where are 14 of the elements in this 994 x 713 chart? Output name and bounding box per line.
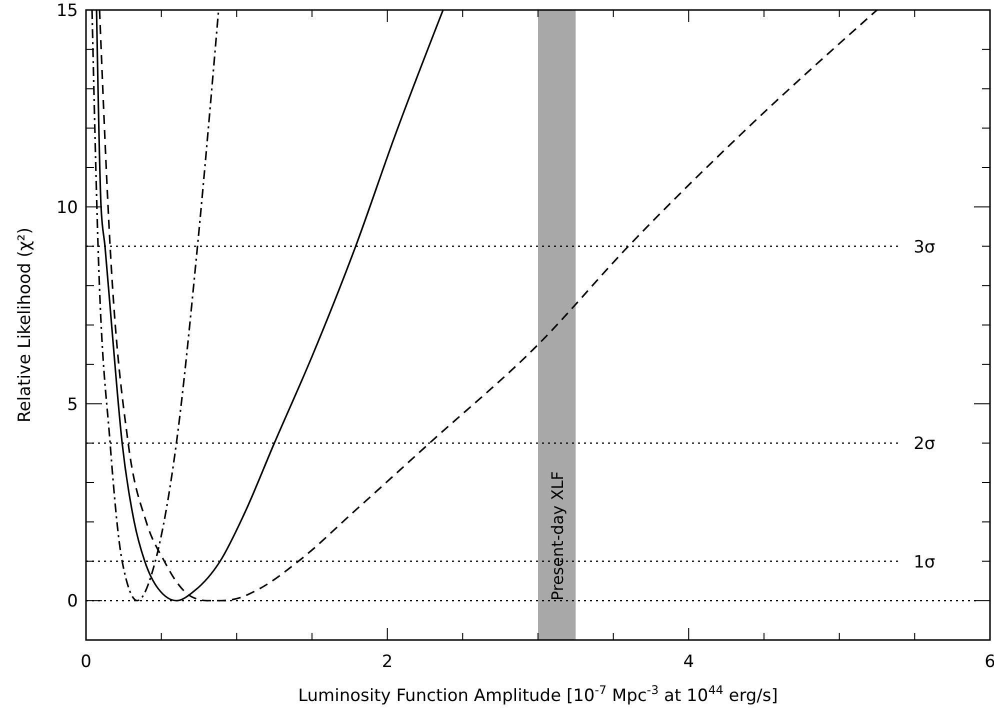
ref-line-label: 3σ <box>914 237 936 258</box>
band-label: Present-day XLF <box>548 471 567 601</box>
x-tick-label: 4 <box>683 652 694 672</box>
ref-line-label: 2σ <box>914 434 936 454</box>
y-tick-label: 15 <box>56 1 78 21</box>
y-tick-label: 0 <box>67 592 78 612</box>
x-tick-label: 2 <box>382 652 393 672</box>
x-tick-label: 6 <box>984 652 994 672</box>
x-axis-title: Luminosity Function Amplitude [10$^{-7}$ Mpc$^{-3}$ at 10$^{44}$ erg/s] <box>298 683 778 706</box>
y-tick-label: 5 <box>67 394 78 415</box>
y-tick-label: 10 <box>56 198 78 218</box>
y-axis-title: Relative Likelihood (χ²) <box>15 228 35 422</box>
x-tick-label: 0 <box>80 652 92 672</box>
ref-line-label: 1σ <box>914 552 936 572</box>
